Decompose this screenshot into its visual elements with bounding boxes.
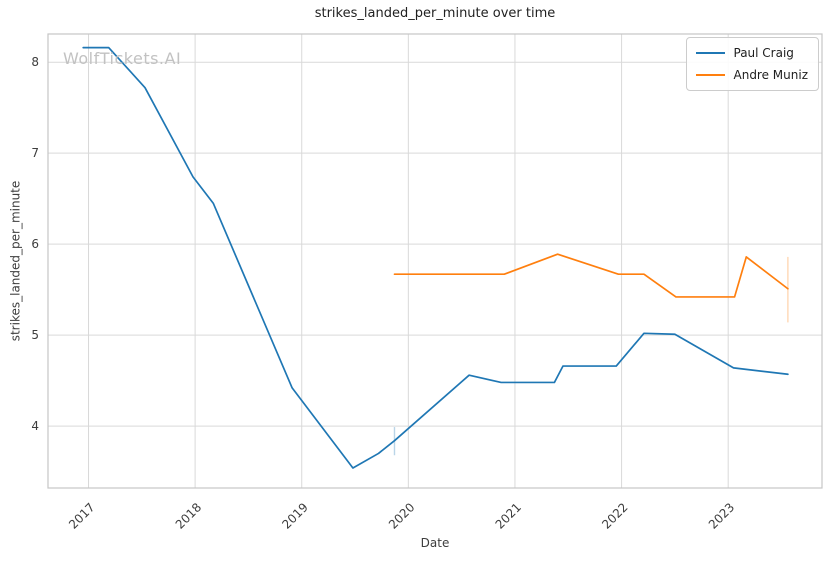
y-tick-label: 4 [31,419,39,433]
series-line-andre-muniz [393,253,789,298]
x-tick-label: 2022 [599,500,630,531]
x-tick-label: 2018 [173,500,204,531]
x-tick-label: 2023 [706,500,737,531]
y-tick-label: 5 [31,328,39,342]
y-axis-label-container: strikes_landed_per_minute [2,34,28,488]
y-tick-label: 8 [31,55,39,69]
y-tick-label: 7 [31,146,39,160]
y-axis-label: strikes_landed_per_minute [8,180,23,342]
legend-item: Paul Craig [695,46,809,60]
watermark: WolfTickets.AI [63,49,182,68]
axes-border [47,33,823,489]
legend: Paul Craig Andre Muniz [685,37,819,91]
x-tick-label: 2019 [279,500,310,531]
series-line-paul-craig [82,46,789,469]
x-axis-label: Date [420,536,450,550]
legend-line-swatch [695,74,725,76]
legend-line-swatch [695,52,725,54]
legend-label: Paul Craig [733,46,794,60]
x-tick-label: 2017 [66,500,97,531]
x-tick-label: 2020 [386,500,417,531]
legend-label: Andre Muniz [733,68,809,82]
y-tick-label: 6 [31,237,39,251]
x-tick-label: 2021 [493,500,524,531]
page-title: strikes_landed_per_minute over time [314,6,556,21]
legend-item: Andre Muniz [695,68,809,82]
